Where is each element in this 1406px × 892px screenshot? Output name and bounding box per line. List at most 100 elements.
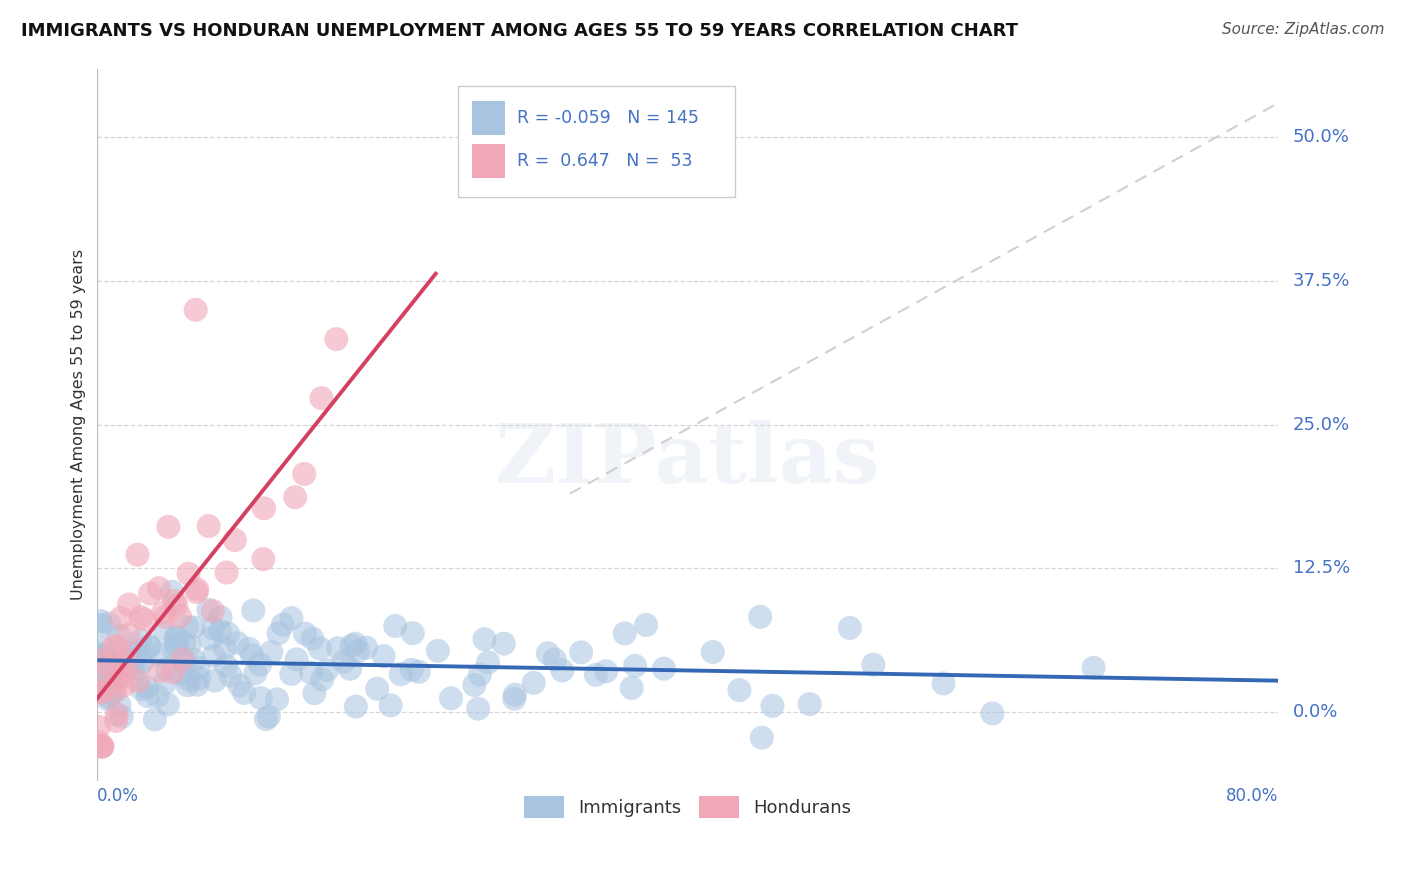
Point	[103, 665, 125, 680]
Point	[165, 632, 187, 646]
Point	[156, 698, 179, 712]
Point	[129, 633, 152, 648]
Point	[127, 548, 149, 562]
Point	[301, 632, 323, 646]
Point	[177, 566, 200, 581]
Point	[838, 621, 860, 635]
Point	[551, 664, 574, 678]
Point	[463, 678, 485, 692]
Point	[799, 697, 821, 711]
Point	[217, 626, 239, 640]
Point	[252, 552, 274, 566]
Point	[162, 665, 184, 680]
Point	[202, 621, 225, 635]
Point	[87, 735, 110, 749]
Point	[176, 678, 198, 692]
Point	[173, 636, 195, 650]
Point	[477, 656, 499, 670]
Point	[749, 610, 772, 624]
Point	[179, 638, 201, 652]
Point	[503, 691, 526, 706]
Point	[97, 690, 120, 704]
Point	[127, 661, 149, 675]
Point	[86, 677, 108, 691]
Point	[184, 302, 207, 317]
Point	[309, 641, 332, 656]
Point	[728, 683, 751, 698]
FancyBboxPatch shape	[472, 144, 505, 178]
Point	[585, 668, 607, 682]
Text: ZIPatlas: ZIPatlas	[495, 420, 880, 500]
Point	[214, 640, 236, 655]
Point	[165, 599, 187, 613]
Point	[172, 652, 194, 666]
Point	[89, 675, 111, 690]
Point	[105, 707, 128, 722]
Point	[90, 686, 112, 700]
Point	[197, 603, 219, 617]
Point	[98, 655, 121, 669]
Text: R = -0.059   N = 145: R = -0.059 N = 145	[516, 110, 699, 128]
Point	[105, 640, 128, 654]
Point	[389, 667, 412, 681]
Point	[249, 657, 271, 672]
Point	[257, 709, 280, 723]
Text: Source: ZipAtlas.com: Source: ZipAtlas.com	[1222, 22, 1385, 37]
Point	[340, 639, 363, 653]
Point	[271, 617, 294, 632]
Point	[87, 653, 110, 667]
Point	[160, 584, 183, 599]
Point	[240, 648, 263, 663]
Point	[299, 665, 322, 680]
Point	[136, 681, 159, 695]
Point	[122, 661, 145, 675]
Point	[624, 658, 647, 673]
Point	[163, 594, 186, 608]
Point	[138, 640, 160, 655]
Point	[209, 624, 232, 638]
Point	[636, 618, 658, 632]
Point	[166, 630, 188, 644]
Point	[492, 637, 515, 651]
Point	[1083, 661, 1105, 675]
Point	[148, 648, 170, 663]
Point	[228, 678, 250, 692]
Point	[153, 676, 176, 690]
Legend: Immigrants, Hondurans: Immigrants, Hondurans	[517, 789, 859, 825]
Point	[569, 645, 592, 659]
Point	[104, 684, 127, 698]
Point	[613, 626, 636, 640]
Point	[373, 649, 395, 664]
Point	[118, 598, 141, 612]
Point	[187, 661, 209, 675]
Point	[183, 653, 205, 667]
Point	[110, 611, 132, 625]
Point	[250, 691, 273, 706]
Point	[209, 610, 232, 624]
Point	[91, 670, 114, 684]
Point	[132, 655, 155, 669]
Point	[146, 689, 169, 703]
Point	[233, 686, 256, 700]
Point	[153, 626, 176, 640]
Text: R =  0.647   N =  53: R = 0.647 N = 53	[516, 153, 692, 170]
Point	[215, 566, 238, 580]
Point	[316, 663, 339, 677]
Point	[165, 638, 187, 652]
Point	[226, 636, 249, 650]
Point	[91, 648, 114, 663]
Point	[224, 533, 246, 547]
Point	[173, 655, 195, 669]
Point	[124, 651, 146, 665]
Point	[260, 645, 283, 659]
Point	[201, 604, 224, 618]
Point	[284, 490, 307, 504]
Point	[129, 610, 152, 624]
Point	[117, 628, 139, 642]
Point	[402, 626, 425, 640]
Point	[114, 651, 136, 665]
Point	[91, 739, 114, 754]
Point	[127, 643, 149, 657]
Point	[204, 673, 226, 688]
Point	[131, 681, 153, 696]
